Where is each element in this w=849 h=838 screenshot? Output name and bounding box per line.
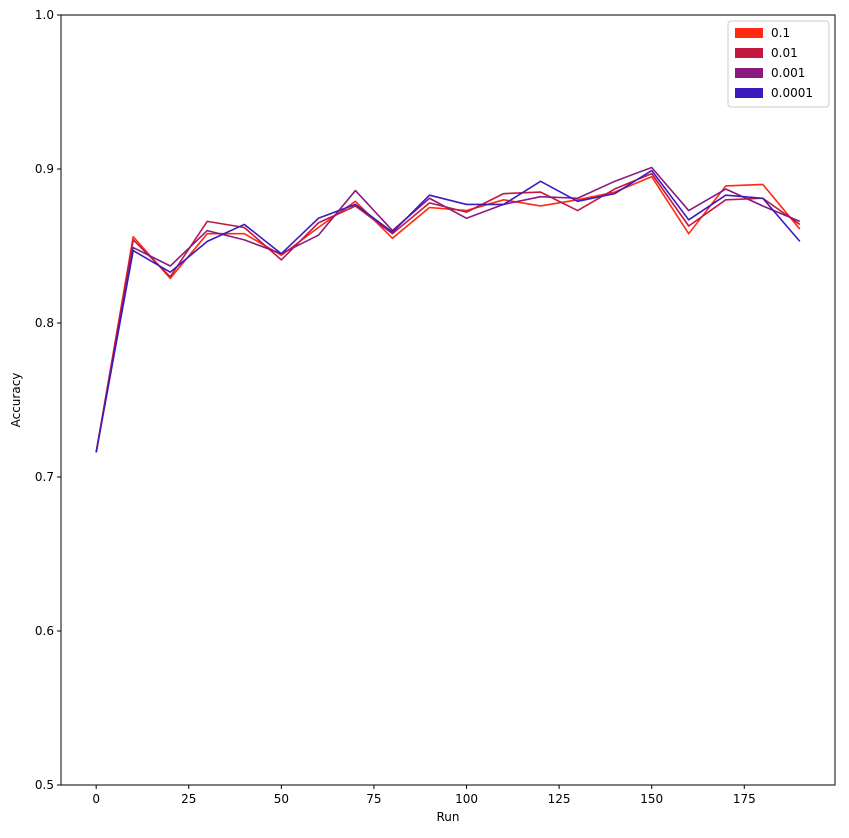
y-axis-label: Accuracy [9,373,23,428]
y-axis-ticks: 0.5 0.6 0.7 0.8 0.9 1.0 [35,8,61,792]
x-tick-label: 125 [548,792,571,806]
legend: 0.1 0.01 0.001 0.0001 [727,20,830,108]
legend-label: 0.001 [771,66,805,80]
x-tick-label: 175 [733,792,756,806]
legend-label: 0.0001 [771,86,813,100]
x-axis-label: Run [436,810,459,824]
x-tick-label: 0 [92,792,100,806]
x-tick-label: 100 [455,792,478,806]
legend-box [727,20,830,108]
legend-label: 0.01 [771,46,798,60]
y-tick-label: 0.5 [35,778,54,792]
series-line-3 [95,169,801,453]
legend-swatch [735,48,763,58]
x-tick-label: 25 [181,792,196,806]
legend-label: 0.1 [771,26,790,40]
x-tick-label: 50 [274,792,289,806]
x-axis-ticks: 0 25 50 75 100 125 150 175 [92,785,756,806]
x-tick-label: 150 [640,792,663,806]
y-tick-label: 0.9 [35,162,54,176]
legend-swatch [735,28,763,38]
y-tick-label: 0.6 [35,624,54,638]
series-line-2 [95,166,801,453]
legend-swatch [735,88,763,98]
y-tick-label: 0.7 [35,470,54,484]
series-line-0 [95,175,801,453]
plot-frame [60,14,836,786]
x-tick-label: 75 [366,792,381,806]
plot-lines [95,166,801,453]
legend-swatch [735,68,763,78]
y-tick-label: 1.0 [35,8,54,22]
y-tick-label: 0.8 [35,316,54,330]
